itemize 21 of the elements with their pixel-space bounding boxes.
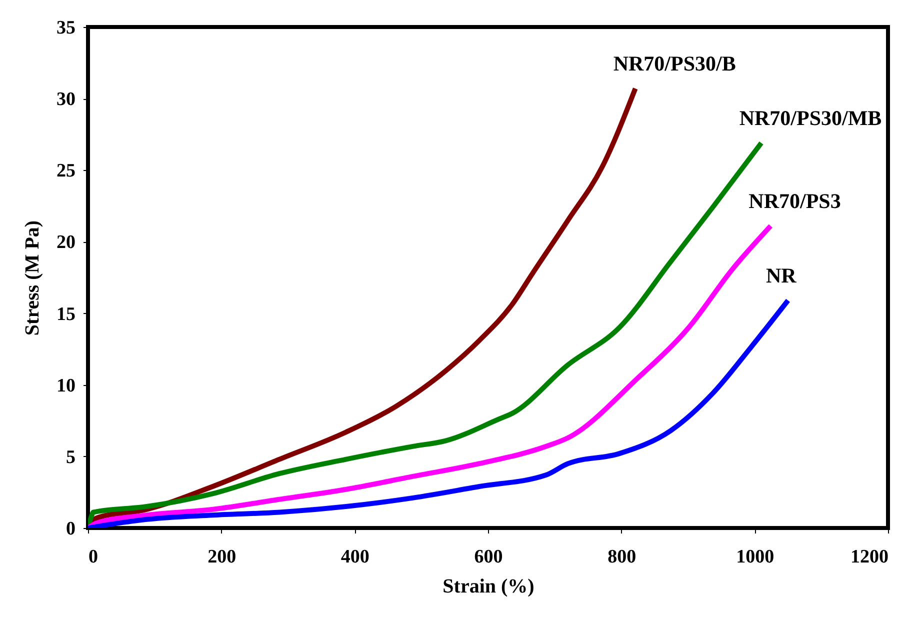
x-tick-label: 1000: [736, 546, 774, 568]
y-tick-label: 20: [56, 232, 76, 254]
y-tick-label: 35: [56, 18, 76, 38]
x-tick-label: 800: [608, 546, 636, 568]
series-label: NR: [766, 263, 798, 288]
x-axis-title: Strain (%): [442, 576, 534, 598]
series-label: NR70/PS30/MB: [739, 106, 882, 130]
x-tick-label: 400: [340, 546, 370, 568]
series-label: NR70/PS3: [748, 188, 841, 213]
x-tick-label: 600: [474, 546, 503, 568]
y-tick-label: 30: [56, 89, 76, 110]
y-tick-label: 0: [66, 518, 76, 540]
y-tick-label: 25: [56, 160, 76, 182]
y-tick-label: 5: [66, 446, 76, 468]
y-tick-label: 15: [56, 304, 76, 325]
x-tick-label: 1200: [850, 546, 888, 568]
x-tick-label: 0: [88, 546, 98, 568]
y-axis-title: Stress (M Pa): [22, 220, 44, 336]
series-label: NR70/PS30/B: [613, 52, 736, 76]
x-tick-label: 200: [208, 546, 236, 568]
y-tick-label: 10: [56, 375, 76, 396]
